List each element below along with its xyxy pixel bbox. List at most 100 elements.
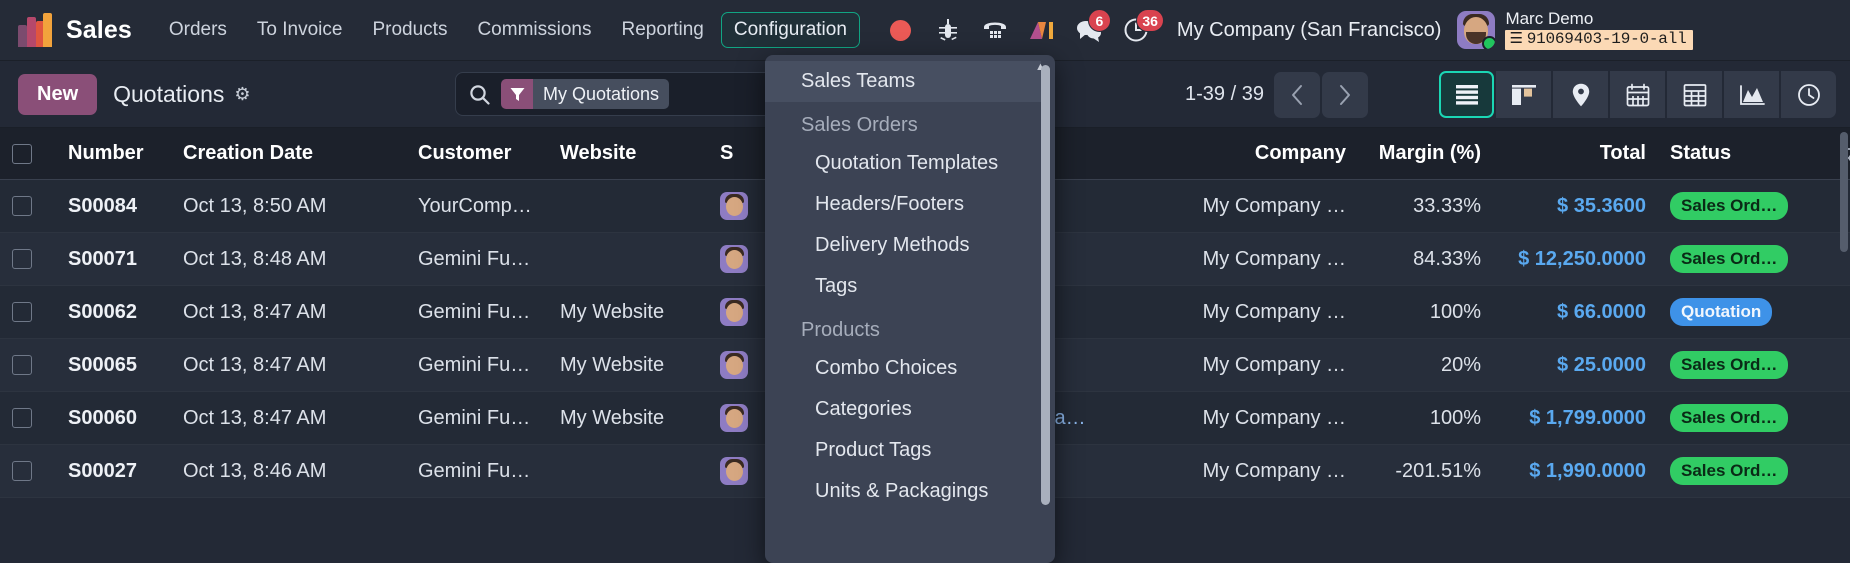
list-scrollbar[interactable] [1840,132,1848,252]
activities-badge: 36 [1136,9,1164,32]
column-header-website[interactable]: Website [548,128,708,180]
row-checkbox[interactable] [12,408,32,429]
user-menu[interactable]: Marc Demo ☰ 91069403-19-0-all [1457,10,1693,50]
salesperson-avatar [720,351,748,379]
cell-creation-date: Oct 13, 8:47 AM [171,391,406,445]
column-header-creation-date[interactable]: Creation Date [171,128,406,180]
new-button[interactable]: New [18,73,98,115]
bug-icon[interactable] [927,9,969,51]
cell-customer: YourComp… [406,179,548,233]
cell-company: My Company … [1168,232,1358,286]
menu-reporting[interactable]: Reporting [621,19,704,40]
odoo-sales-logo-icon[interactable] [18,13,52,47]
row-checkbox[interactable] [12,302,32,323]
row-checkbox-cell [0,338,56,392]
phone-icon[interactable] [974,9,1016,51]
row-checkbox[interactable] [12,196,32,217]
row-checkbox[interactable] [12,249,32,270]
dropdown-item-combo-choices[interactable]: Combo Choices [815,357,958,379]
column-header-customer[interactable]: Customer [406,128,548,180]
filter-icon [501,79,533,109]
cell-creation-date: Oct 13, 8:47 AM [171,338,406,392]
search-facet-my-quotations[interactable]: My Quotations [501,79,670,109]
dropdown-item-product-tags[interactable]: Product Tags [815,439,932,461]
pivot-view-icon[interactable] [1667,71,1722,118]
app-name-label[interactable]: Sales [66,15,132,44]
cell-margin: 20% [1358,338,1493,392]
column-header-company[interactable]: Company [1168,128,1358,180]
cell-number: S00027 [56,444,171,498]
avatar[interactable] [1457,11,1496,49]
view-switcher [1439,71,1836,118]
status-badge: Sales Ord… [1670,404,1789,432]
select-all-header [0,128,56,180]
column-header-status[interactable]: Status [1658,128,1833,180]
search-icon [464,84,494,105]
menu-to-invoice[interactable]: To Invoice [256,19,343,40]
next-page-button[interactable] [1321,71,1368,118]
top-navbar: Sales Orders To Invoice Products Commiss… [0,0,1850,61]
salesperson-avatar [720,245,748,273]
cell-total: $ 66.0000 [1493,285,1658,339]
activities-clock-icon[interactable]: 36 [1115,9,1164,51]
database-tag: ☰ 91069403-19-0-all [1505,30,1693,50]
cell-website: My Website [548,338,708,392]
cell-company: My Company … [1168,444,1358,498]
map-view-icon[interactable] [1553,71,1608,118]
dropdown-item-categories[interactable]: Categories [815,398,912,420]
record-dot-icon[interactable] [880,9,922,51]
cell-customer: Gemini Fur… [406,391,548,445]
dropdown-scrollbar-track[interactable]: ▲ [1035,61,1050,563]
select-all-checkbox[interactable] [12,143,32,164]
row-checkbox[interactable] [12,461,32,482]
row-checkbox[interactable] [12,355,32,376]
cell-website [548,444,708,498]
activity-view-icon[interactable] [1781,71,1836,118]
column-header-total[interactable]: Total [1493,128,1658,180]
cell-website: My Website [548,391,708,445]
menu-orders[interactable]: Orders [168,19,227,40]
graph-view-icon[interactable] [1724,71,1779,118]
pager-count[interactable]: 1-39 / 39 [1185,83,1264,105]
cell-options [1833,444,1850,498]
cell-total: $ 1,799.0000 [1493,391,1658,445]
menu-commissions[interactable]: Commissions [477,19,592,40]
dropdown-item-units-packagings[interactable]: Units & Packagings [815,480,989,502]
menu-configuration[interactable]: Configuration [720,12,860,48]
dropdown-item-tags[interactable]: Tags [815,275,858,297]
company-selector[interactable]: My Company (San Francisco) [1176,18,1442,41]
status-badge: Quotation [1670,298,1773,326]
row-checkbox-cell [0,232,56,286]
dropdown-item-delivery-methods[interactable]: Delivery Methods [815,234,970,256]
dropdown-item-headers-footers[interactable]: Headers/Footers [815,193,964,215]
page-title: Quotations [113,80,225,107]
cell-status: Quotation [1658,285,1833,339]
previous-page-button[interactable] [1273,71,1320,118]
dropdown-item-sales-teams[interactable]: Sales Teams [765,61,1041,102]
cell-number: S00084 [56,179,171,233]
dropdown-scrollbar-thumb[interactable] [1041,65,1050,505]
salesperson-avatar [720,404,748,432]
dropdown-item-quotation-templates[interactable]: Quotation Templates [815,152,999,174]
cell-company: My Company … [1168,391,1358,445]
cell-company: My Company … [1168,285,1358,339]
calendar-view-icon[interactable] [1610,71,1665,118]
cell-margin: -201.51% [1358,444,1493,498]
scroll-up-arrow-icon[interactable]: ▲ [1034,60,1047,74]
kanban-view-icon[interactable] [1496,71,1551,118]
column-header-margin[interactable]: Margin (%) [1358,128,1493,180]
database-icon: ☰ [1509,30,1523,48]
list-view-icon[interactable] [1439,71,1494,118]
status-badge: Sales Ord… [1670,457,1789,485]
cell-margin: 33.33% [1358,179,1493,233]
cell-options [1833,338,1850,392]
messages-icon[interactable]: 6 [1068,9,1111,51]
cell-status: Sales Ord… [1658,391,1833,445]
database-name: 91069403-19-0-all [1526,30,1687,49]
cell-number: S00065 [56,338,171,392]
gear-icon[interactable]: ⚙ [234,83,251,104]
cell-creation-date: Oct 13, 8:48 AM [171,232,406,286]
column-header-number[interactable]: Number [56,128,171,180]
ai-icon[interactable] [1021,9,1063,51]
menu-products[interactable]: Products [372,19,448,40]
